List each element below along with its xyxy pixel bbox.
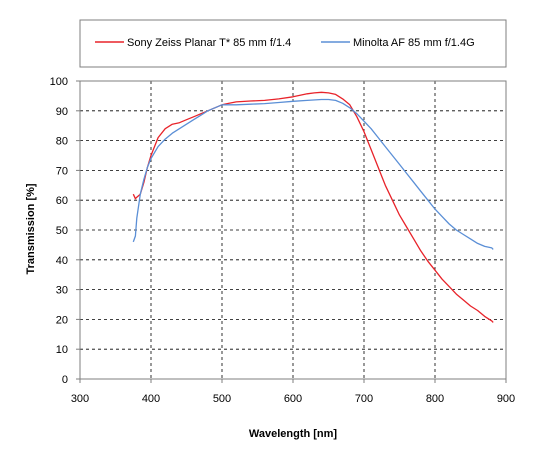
y-tick-label: 10 bbox=[56, 344, 68, 356]
x-tick-label: 400 bbox=[142, 393, 160, 405]
plot-area: 0 10 20 30 40 50 60 70 80 90 100 300 400 500 600 700 800… bbox=[50, 76, 516, 405]
x-tick-label: 300 bbox=[71, 393, 89, 405]
y-tick-label: 90 bbox=[56, 106, 68, 118]
x-tick-label: 800 bbox=[426, 393, 444, 405]
y-tick-label: 30 bbox=[56, 285, 68, 297]
y-axis-title: Transmission [%] bbox=[25, 183, 37, 274]
y-tick-label: 100 bbox=[50, 76, 68, 88]
y-tick-label: 0 bbox=[62, 374, 68, 386]
series-line-sony bbox=[132, 91, 494, 323]
x-axis-title: Wavelength [nm] bbox=[249, 428, 338, 440]
legend-label-sony: Sony Zeiss Planar T* 85 mm f/1.4 bbox=[127, 37, 291, 49]
legend-box bbox=[79, 19, 507, 68]
legend: Sony Zeiss Planar T* 85 mm f/1.4 Minolta… bbox=[79, 19, 507, 68]
y-tick-label: 80 bbox=[56, 136, 68, 148]
x-tick-label: 700 bbox=[355, 393, 373, 405]
x-tick-label: 600 bbox=[284, 393, 302, 405]
y-tick-label: 60 bbox=[56, 195, 68, 207]
legend-label-minolta: Minolta AF 85 mm f/1.4G bbox=[353, 37, 475, 49]
y-tick-label: 50 bbox=[56, 225, 68, 237]
y-tick-label: 20 bbox=[56, 314, 68, 326]
y-tick-label: 70 bbox=[56, 165, 68, 177]
x-tick-label: 900 bbox=[497, 393, 515, 405]
x-tick-label: 500 bbox=[213, 393, 231, 405]
series-line-minolta bbox=[132, 98, 494, 250]
y-tick-label: 40 bbox=[56, 255, 68, 267]
